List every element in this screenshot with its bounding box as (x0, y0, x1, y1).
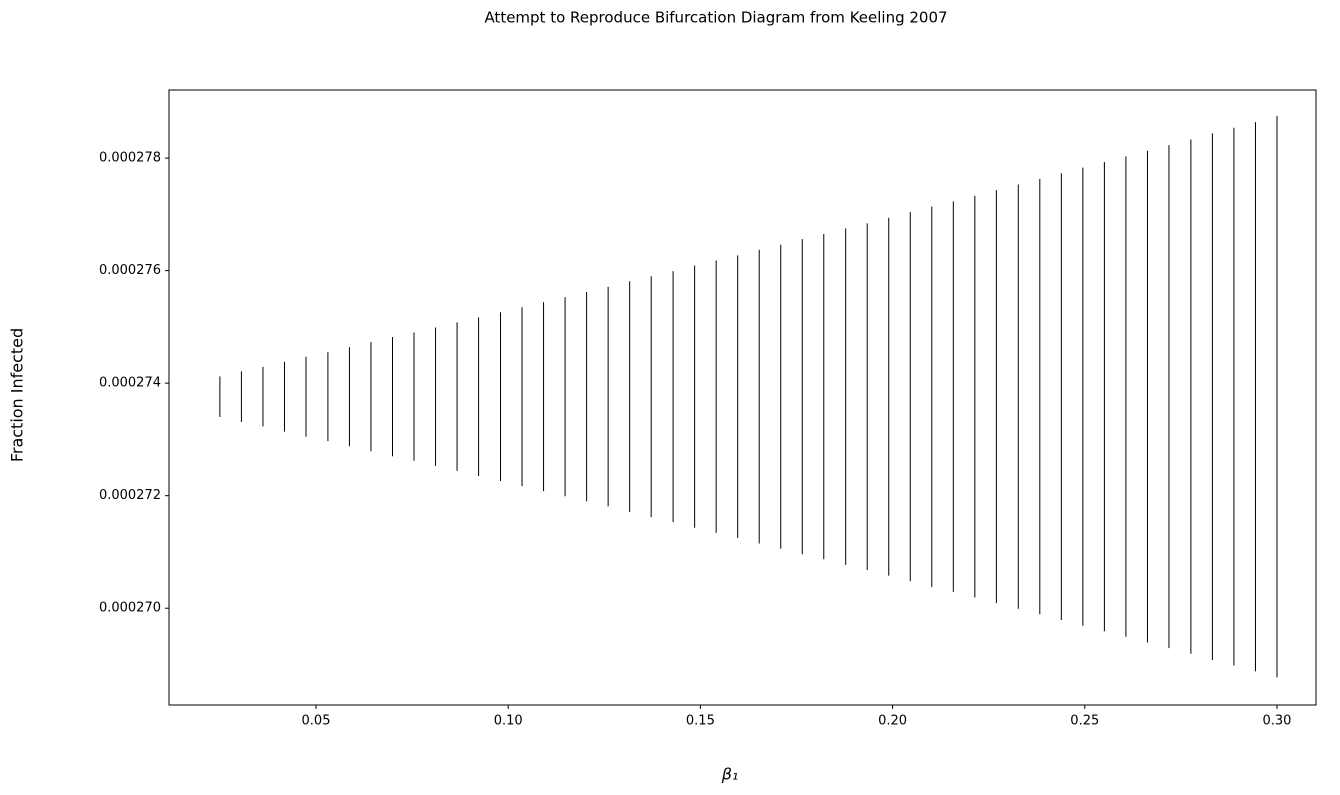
y-tick-label: 0.000274 (99, 376, 161, 391)
plot-frame (168, 89, 1317, 706)
y-axis-label: Fraction Infected (8, 328, 27, 462)
x-tick-label: 0.25 (1070, 714, 1099, 729)
x-tick-label: 0.20 (878, 714, 907, 729)
y-tick-label: 0.000276 (99, 263, 161, 278)
y-tick-label: 0.000270 (99, 601, 161, 616)
x-tick-label: 0.30 (1263, 714, 1292, 729)
x-tick-label: 0.10 (494, 714, 523, 729)
x-tick-label: 0.05 (302, 714, 331, 729)
y-tick-label: 0.000272 (99, 488, 161, 503)
chart-title: Attempt to Reproduce Bifurcation Diagram… (484, 9, 947, 27)
x-axis-label: β₁ (721, 765, 739, 784)
x-tick-label: 0.15 (686, 714, 715, 729)
y-tick-label: 0.000278 (99, 151, 161, 166)
